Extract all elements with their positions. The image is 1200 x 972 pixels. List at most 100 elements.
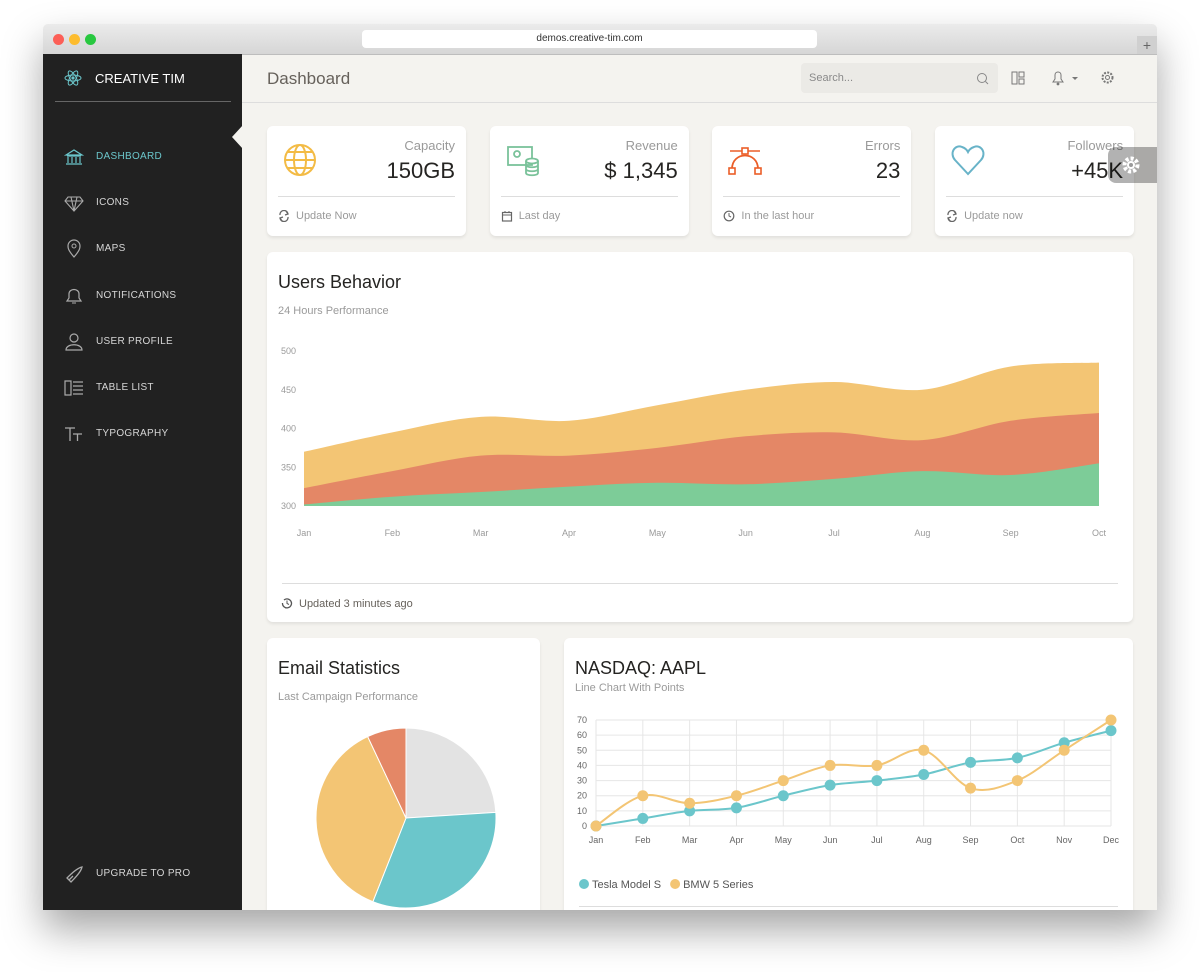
y-tick-label: 60 xyxy=(577,730,587,740)
nav-item[interactable]: ICONS xyxy=(96,197,130,209)
nav-icon xyxy=(64,149,84,165)
page-title: Dashboard xyxy=(267,69,351,88)
stat-icon xyxy=(506,146,539,177)
area xyxy=(304,463,1099,506)
x-tick-label: Apr xyxy=(729,835,743,845)
settings-button[interactable] xyxy=(1100,70,1115,85)
point xyxy=(871,759,883,771)
point xyxy=(684,797,696,809)
search-box[interactable]: Search... xyxy=(801,63,998,93)
x-tick-label: Oct xyxy=(1092,528,1107,538)
point xyxy=(965,756,977,768)
footer-icon xyxy=(723,210,735,222)
x-tick-label: Mar xyxy=(473,528,489,538)
point xyxy=(824,759,836,771)
footer-icon xyxy=(501,211,512,222)
pie-slice xyxy=(367,727,407,819)
divider xyxy=(946,196,1124,197)
line-chart: 0 10 20 30 40 50 60 70 Jan Feb Mar Apr May Jun Jul Aug S… xyxy=(577,714,1120,891)
nav-item[interactable]: TYPOGRAPHY xyxy=(96,428,169,440)
close-button[interactable] xyxy=(53,34,64,45)
stat-label: Revenue xyxy=(625,138,678,153)
card-subtitle: Line Chart With Points xyxy=(575,682,685,694)
x-tick-label: Jun xyxy=(823,835,838,845)
address-bar[interactable]: demos.creative-tim.com xyxy=(362,30,817,48)
stat-footer: Update Now xyxy=(296,210,357,222)
point xyxy=(965,782,977,794)
x-tick-label: Dec xyxy=(1103,835,1120,845)
point xyxy=(1105,725,1117,737)
nav-item[interactable]: TABLE LIST xyxy=(96,382,154,393)
y-tick-label: 30 xyxy=(577,776,587,786)
point xyxy=(684,805,696,817)
nav-icon xyxy=(65,427,82,442)
stat-label: Followers xyxy=(1067,138,1124,153)
stat-label: Capacity xyxy=(404,138,455,153)
history-icon xyxy=(281,598,293,609)
x-tick-label: Mar xyxy=(682,835,698,845)
point xyxy=(590,820,602,832)
point xyxy=(824,779,836,791)
config-toggle[interactable] xyxy=(1108,147,1157,183)
stat-footer: Update now xyxy=(964,210,1023,222)
footer-icon xyxy=(947,210,958,222)
divider xyxy=(282,583,1118,584)
stat-value: $ 1,345 xyxy=(604,158,678,183)
stat-icon xyxy=(951,145,985,176)
brand-logo xyxy=(64,70,82,86)
minimize-button[interactable] xyxy=(69,34,80,45)
active-indicator xyxy=(232,125,243,149)
point xyxy=(871,775,883,787)
y-tick-label: 20 xyxy=(577,791,587,801)
x-tick-label: Sep xyxy=(963,835,979,845)
point xyxy=(918,744,930,756)
x-tick-label: Aug xyxy=(914,528,930,538)
point xyxy=(1011,752,1023,764)
nav-item[interactable]: MAPS xyxy=(96,243,126,255)
gear-icon xyxy=(1122,156,1140,174)
upgrade-link[interactable]: UPGRADE TO PRO xyxy=(96,868,191,879)
nav-icon xyxy=(64,380,83,396)
x-tick-label: May xyxy=(649,528,667,538)
point xyxy=(637,812,649,824)
nav-icon xyxy=(65,288,83,304)
point xyxy=(1058,744,1070,756)
nasdaq-card: NASDAQ: AAPL Line Chart With Points 0 10 2… xyxy=(564,638,1133,910)
y-tick-label: 50 xyxy=(577,745,587,755)
x-tick-label: Jan xyxy=(297,528,312,538)
layout-button[interactable] xyxy=(1011,71,1025,85)
nav-item[interactable]: NOTIFICATIONS xyxy=(96,289,177,301)
card-footer: Updated 3 minutes ago xyxy=(299,598,413,610)
notifications-button[interactable] xyxy=(1050,70,1080,86)
x-tick-label: Feb xyxy=(635,835,651,845)
footer-icon xyxy=(279,210,289,222)
point xyxy=(1105,714,1117,726)
nav-item[interactable]: USER PROFILE xyxy=(96,335,173,347)
new-tab-button[interactable]: + xyxy=(1137,36,1157,54)
stat-card: Capacity 150GB Update Now xyxy=(267,126,466,236)
stat-footer: In the last hour xyxy=(741,210,815,222)
users-behavior-card: Users Behavior 24 Hours Performance 300 3… xyxy=(267,252,1133,622)
point xyxy=(730,802,742,814)
x-tick-label: Nov xyxy=(1056,835,1073,845)
point xyxy=(637,790,649,802)
legend-label: Tesla Model S xyxy=(592,879,661,891)
nav-icon xyxy=(67,239,81,259)
divider xyxy=(55,101,231,102)
stat-icon xyxy=(284,144,316,176)
brand-name[interactable]: CREATIVE TIM xyxy=(95,71,185,86)
y-tick-label: 70 xyxy=(577,715,587,725)
sidebar: CREATIVE TIM DASHBOARD ICONS MAPS NOTIFICAT… xyxy=(43,54,243,910)
point xyxy=(777,790,789,802)
legend-marker xyxy=(579,879,589,889)
y-tick-label: 0 xyxy=(582,821,587,831)
zoom-button[interactable] xyxy=(85,34,96,45)
y-tick-label: 10 xyxy=(577,806,587,816)
series-line xyxy=(595,719,1112,827)
y-tick-label: 300 xyxy=(281,501,296,511)
point xyxy=(730,790,742,802)
stat-footer: Last day xyxy=(518,210,561,222)
nav-item[interactable]: DASHBOARD xyxy=(96,151,163,162)
